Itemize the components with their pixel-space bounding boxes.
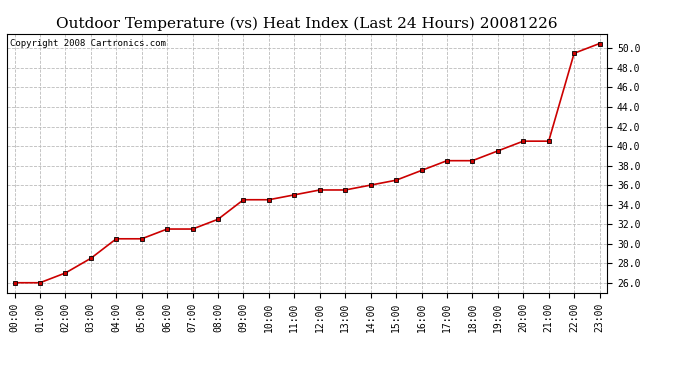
Text: Copyright 2008 Cartronics.com: Copyright 2008 Cartronics.com [10,39,166,48]
Title: Outdoor Temperature (vs) Heat Index (Last 24 Hours) 20081226: Outdoor Temperature (vs) Heat Index (Las… [57,17,558,31]
